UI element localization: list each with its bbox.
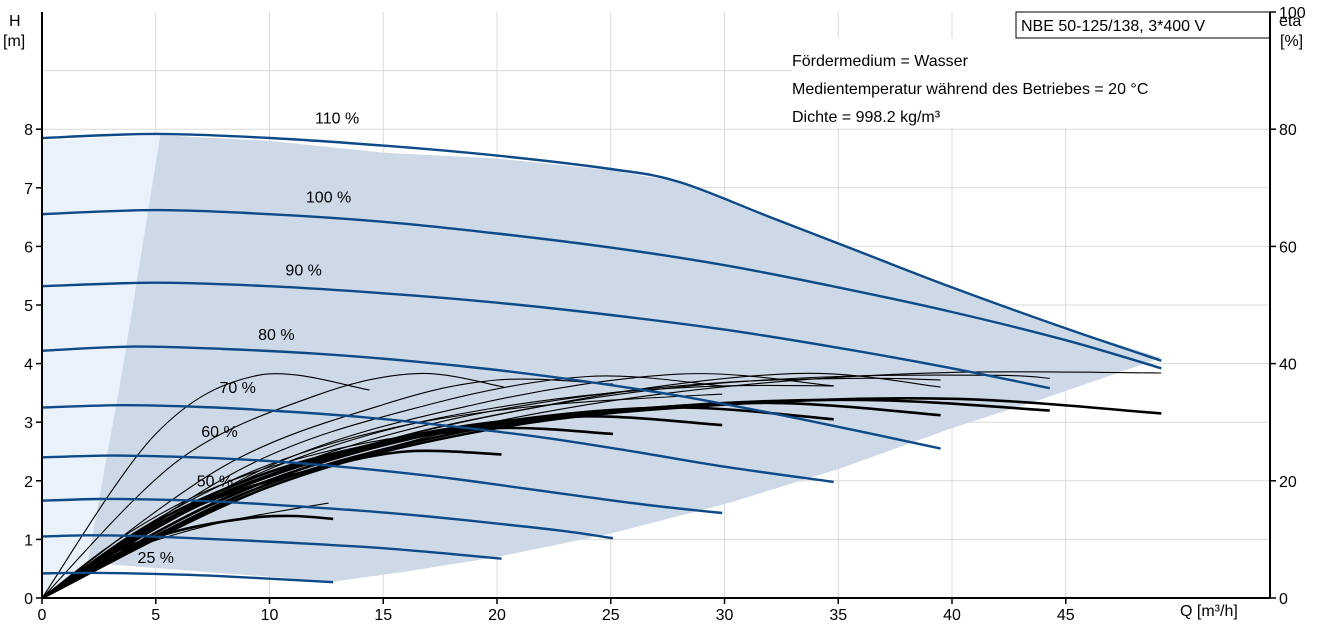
head-curve: [41, 571, 334, 584]
y-tick-label-left: 6: [24, 239, 33, 256]
head-curve: [41, 403, 834, 484]
efficiency-curve-thin: [41, 378, 614, 599]
head-curve: [41, 534, 502, 560]
x-tick-label: 30: [716, 607, 734, 624]
x-axis-label: Q [m³/h]: [1180, 603, 1238, 620]
info-line-density: Dichte = 998.2 kg/m³: [792, 109, 941, 126]
x-tick-label: 20: [488, 607, 506, 624]
head-curve: [41, 132, 1162, 362]
x-tick-label: 0: [38, 607, 47, 624]
operating-areas: [42, 135, 1162, 598]
x-tick-label: 5: [151, 607, 160, 624]
y-axis-unit-right: [%]: [1280, 33, 1303, 50]
x-tick-label: 45: [1057, 607, 1075, 624]
y-axis-unit-left: [m]: [3, 33, 25, 50]
info-line-medium: Fördermedium = Wasser: [792, 53, 969, 70]
info-line-temperature: Medientemperatur während des Betriebes =…: [792, 81, 1148, 98]
y-axis-label-right: eta: [1279, 13, 1301, 30]
y-tick-label-right: 100: [1279, 5, 1306, 22]
y-tick-label-right: 20: [1279, 474, 1297, 491]
speed-label: 80 %: [258, 327, 294, 344]
head-curve: [41, 454, 723, 515]
head-curve: [41, 497, 614, 540]
y-tick-label-left: 0: [24, 591, 33, 608]
operating-area: [87, 135, 1162, 582]
x-tick-label: 10: [261, 607, 279, 624]
head-curve: [41, 208, 1162, 370]
head-curves: [41, 132, 1162, 584]
y-tick-label-left: 8: [24, 122, 33, 139]
efficiency-curve-thin: [41, 393, 723, 599]
efficiency-curve-thin: [41, 373, 504, 599]
y-tick-label-right: 40: [1279, 357, 1297, 374]
y-tick-label-right: 60: [1279, 239, 1297, 256]
speed-label: 60 %: [201, 424, 237, 441]
efficiency-curve-thick: [41, 398, 1050, 600]
x-tick-label: 40: [943, 607, 961, 624]
speed-label: 70 %: [219, 380, 255, 397]
speed-label: 25 %: [138, 550, 174, 567]
y-tick-label-left: 5: [24, 298, 33, 315]
x-tick-label: 15: [374, 607, 392, 624]
efficiency-curve-thick: [41, 401, 941, 600]
info-box: [792, 38, 1270, 128]
y-tick-label-left: 1: [24, 532, 33, 549]
head-curve: [41, 345, 941, 450]
efficiency-curve-thin: [41, 371, 1162, 599]
y-tick-label-left: 4: [24, 357, 33, 374]
low-flow-area: [42, 135, 161, 598]
speed-label: 100 %: [306, 189, 351, 206]
y-axis-label-left: H: [9, 13, 21, 30]
x-tick-label: 35: [829, 607, 847, 624]
title-box: [1015, 11, 1271, 39]
efficiency-curve-thick: [41, 426, 614, 600]
efficiency-curve-thick: [41, 397, 1162, 600]
y-tick-label-right: 80: [1279, 122, 1297, 139]
x-tick-label: 25: [602, 607, 620, 624]
y-tick-label-left: 2: [24, 474, 33, 491]
chart-title: NBE 50-125/138, 3*400 V: [1021, 18, 1205, 35]
speed-label: 110 %: [315, 110, 359, 127]
speed-labels: 110 % 100 % 90 % 80 % 70 % 60 % 50 % 25 %: [138, 110, 360, 567]
head-curve: [41, 281, 1051, 390]
speed-label: 50 %: [197, 474, 233, 491]
axes: [36, 11, 1276, 604]
y-tick-label-left: 7: [24, 181, 33, 198]
y-tick-label-right: 0: [1279, 591, 1288, 608]
efficiency-curves-thick: [41, 397, 1162, 600]
y-tick-label-left: 3: [24, 415, 33, 432]
speed-label: 90 %: [285, 263, 321, 280]
